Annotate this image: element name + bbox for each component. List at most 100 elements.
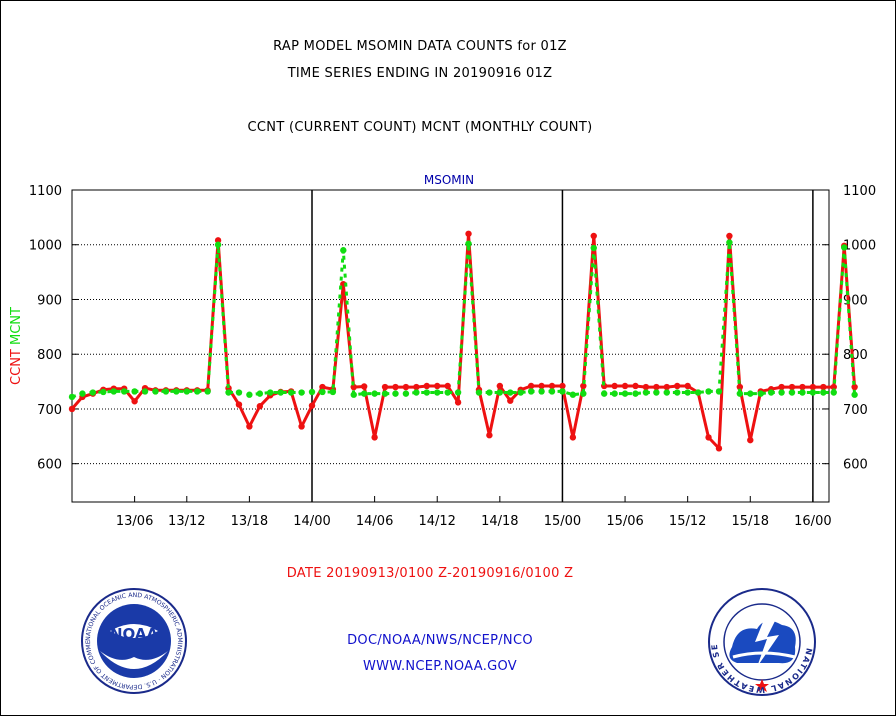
point-mcnt-19 <box>267 389 274 396</box>
point-mcnt-49 <box>580 390 587 397</box>
point-mcnt-52 <box>611 390 618 397</box>
website-link[interactable]: WWW.NCEP.NOAA.GOV <box>362 659 518 674</box>
point-ccnt-75 <box>851 383 858 391</box>
point-mcnt-57 <box>663 389 670 396</box>
ytick-label-right-600: 600 <box>843 458 868 473</box>
xtick-label-13-18: 13/18 <box>231 514 268 529</box>
point-ccnt-34 <box>423 382 430 390</box>
point-ccnt-62 <box>715 445 723 452</box>
point-ccnt-17 <box>246 423 253 430</box>
plot-area <box>71 189 830 503</box>
point-mcnt-50 <box>590 244 597 252</box>
point-ccnt-72 <box>820 383 827 391</box>
y-axis-label-mcnt: MCNT <box>9 307 24 345</box>
xtick-label-13-12: 13/12 <box>168 514 205 529</box>
point-ccnt-65 <box>747 436 754 444</box>
point-mcnt-73 <box>830 389 837 396</box>
point-mcnt-40 <box>486 389 493 396</box>
chart-title-line-1: RAP MODEL MSOMIN DATA COUNTS for 01Z <box>273 39 567 54</box>
date-range-label: DATE 20190913/0100 Z-20190916/0100 Z <box>286 566 574 581</box>
point-mcnt-16 <box>235 389 243 396</box>
ytick-label-left-600: 600 <box>37 458 62 473</box>
point-mcnt-67 <box>767 389 775 396</box>
point-mcnt-36 <box>444 389 451 396</box>
point-mcnt-66 <box>757 390 764 397</box>
point-ccnt-30 <box>381 383 389 391</box>
point-ccnt-57 <box>663 383 670 391</box>
point-mcnt-46 <box>548 388 556 395</box>
point-mcnt-20 <box>277 389 284 396</box>
xtick-label-14-06: 14/06 <box>356 514 393 529</box>
point-ccnt-55 <box>642 383 650 391</box>
point-mcnt-33 <box>413 389 420 396</box>
point-ccnt-54 <box>632 382 639 390</box>
point-ccnt-29 <box>371 434 378 441</box>
point-mcnt-44 <box>527 388 535 395</box>
point-ccnt-53 <box>621 382 629 390</box>
xtick-label-14-12: 14/12 <box>418 514 455 529</box>
point-mcnt-0 <box>68 393 76 401</box>
point-ccnt-61 <box>705 434 712 441</box>
point-mcnt-35 <box>434 389 441 396</box>
point-mcnt-45 <box>538 388 545 395</box>
point-mcnt-55 <box>642 389 650 396</box>
point-ccnt-41 <box>496 382 504 390</box>
point-mcnt-11 <box>183 388 190 395</box>
point-mcnt-6 <box>131 388 138 395</box>
point-mcnt-9 <box>162 388 170 395</box>
ytick-label-right-1100: 1100 <box>843 184 876 199</box>
point-mcnt-72 <box>820 389 827 396</box>
point-ccnt-24 <box>319 383 326 391</box>
point-ccnt-28 <box>360 383 368 390</box>
point-mcnt-22 <box>298 389 305 396</box>
point-ccnt-70 <box>799 383 806 391</box>
xtick-label-15-06: 15/06 <box>606 514 643 529</box>
point-ccnt-47 <box>559 382 566 390</box>
point-mcnt-23 <box>308 388 316 396</box>
org-label: DOC/NOAA/NWS/NCEP/NCO <box>347 633 533 648</box>
point-mcnt-70 <box>799 389 806 396</box>
point-ccnt-14 <box>214 237 222 244</box>
point-mcnt-38 <box>465 240 472 247</box>
xtick-label-14-00: 14/00 <box>293 514 330 529</box>
point-mcnt-53 <box>621 390 629 397</box>
point-mcnt-59 <box>684 389 691 396</box>
point-mcnt-26 <box>340 247 347 254</box>
point-ccnt-6 <box>131 398 138 405</box>
point-mcnt-12 <box>194 388 201 395</box>
point-ccnt-18 <box>256 403 264 410</box>
point-mcnt-64 <box>736 390 744 397</box>
point-mcnt-3 <box>100 388 107 396</box>
xtick-label-13-06: 13/06 <box>116 514 153 529</box>
point-ccnt-52 <box>611 382 618 390</box>
series-line-mcnt <box>71 241 857 399</box>
point-mcnt-62 <box>715 388 723 395</box>
y-axis-label: CCNT MCNT <box>9 307 24 385</box>
point-ccnt-64 <box>736 383 744 391</box>
point-mcnt-21 <box>287 389 295 396</box>
ytick-label-right-1000: 1000 <box>843 239 876 254</box>
point-ccnt-63 <box>726 232 733 240</box>
point-mcnt-29 <box>371 390 378 397</box>
point-ccnt-45 <box>538 382 545 390</box>
point-mcnt-61 <box>705 388 712 395</box>
xtick-label-15-18: 15/18 <box>732 514 769 529</box>
point-mcnt-31 <box>392 390 399 397</box>
chart-title-line-3: CCNT (CURRENT COUNT) MCNT (MONTHLY COUNT… <box>247 120 593 135</box>
point-mcnt-7 <box>141 388 149 395</box>
point-ccnt-36 <box>444 382 451 390</box>
point-ccnt-40 <box>486 432 493 439</box>
point-mcnt-69 <box>788 389 796 396</box>
point-ccnt-38 <box>465 230 472 237</box>
point-mcnt-28 <box>360 390 368 397</box>
point-ccnt-46 <box>548 382 556 390</box>
point-mcnt-27 <box>350 391 357 398</box>
ytick-label-left-900: 900 <box>37 293 62 308</box>
point-mcnt-74 <box>840 244 848 251</box>
ytick-label-left-1100: 1100 <box>29 184 62 199</box>
point-ccnt-33 <box>413 383 420 391</box>
point-ccnt-56 <box>653 383 660 391</box>
point-mcnt-17 <box>246 391 253 398</box>
point-mcnt-58 <box>674 389 681 396</box>
